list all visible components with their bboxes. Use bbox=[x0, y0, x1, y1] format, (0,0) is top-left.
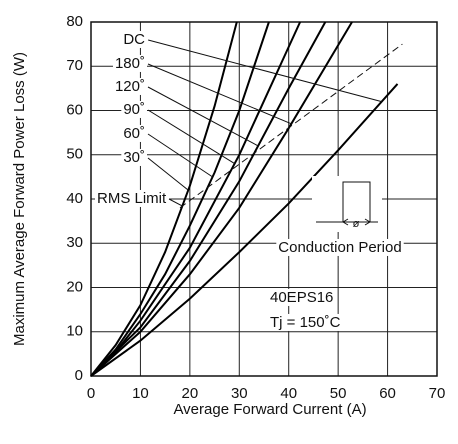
y-tick-label: 30 bbox=[66, 234, 83, 251]
x-tick-label: 60 bbox=[379, 385, 396, 402]
x-tick-label: 10 bbox=[132, 385, 149, 402]
series-label: 30˚ bbox=[123, 149, 145, 166]
leader-line bbox=[147, 63, 292, 125]
series-line bbox=[90, 21, 238, 377]
leader-line bbox=[147, 133, 213, 178]
series-label: 120˚ bbox=[115, 78, 145, 95]
period-arrow bbox=[342, 218, 371, 226]
y-tick-label: 50 bbox=[66, 146, 83, 163]
leader-line bbox=[168, 198, 183, 207]
period-symbol: ø bbox=[353, 218, 360, 230]
x-axis-label: Average Forward Current (A) bbox=[173, 401, 366, 418]
series-line bbox=[90, 21, 327, 377]
leader-line bbox=[148, 39, 382, 103]
y-tick-label: 60 bbox=[66, 101, 83, 118]
leader-line bbox=[147, 86, 259, 147]
x-tick-label: 50 bbox=[330, 385, 347, 402]
y-tick-label: 0 bbox=[75, 367, 83, 384]
waveform bbox=[316, 181, 378, 223]
y-tick-label: 10 bbox=[66, 323, 83, 340]
series-label: 90˚ bbox=[123, 101, 145, 118]
leader-line bbox=[147, 157, 189, 191]
label-background bbox=[121, 148, 147, 166]
label-background bbox=[121, 100, 147, 118]
label-background bbox=[112, 77, 147, 95]
plot-frame bbox=[90, 21, 438, 377]
series-line bbox=[90, 83, 399, 377]
series-label: DC bbox=[123, 31, 145, 48]
inset-label: Conduction Period bbox=[278, 239, 401, 256]
series-line bbox=[90, 21, 353, 377]
series-line bbox=[90, 21, 302, 377]
series-label: 180˚ bbox=[115, 55, 145, 72]
y-tick-label: 40 bbox=[66, 190, 83, 207]
series-line bbox=[90, 21, 270, 377]
y-tick-label: 20 bbox=[66, 278, 83, 295]
label-background bbox=[95, 189, 170, 207]
device-label: 40EPS16 bbox=[270, 289, 333, 306]
temperature-label: Tj = 150˚C bbox=[270, 314, 341, 331]
x-tick-label: 70 bbox=[429, 385, 446, 402]
label-background bbox=[268, 313, 343, 331]
inset-background bbox=[312, 176, 382, 232]
x-tick-label: 0 bbox=[87, 385, 95, 402]
rms-limit-label: RMS Limit bbox=[97, 190, 167, 207]
label-background bbox=[268, 288, 336, 306]
rms-limit-line bbox=[179, 43, 403, 209]
series-label: 60˚ bbox=[123, 125, 145, 142]
y-axis-label: Maximum Average Forward Power Loss (W) bbox=[11, 52, 28, 346]
y-tick-label: 80 bbox=[66, 13, 83, 30]
y-tick-label: 70 bbox=[66, 57, 83, 74]
label-background bbox=[121, 124, 147, 142]
label-background bbox=[112, 54, 147, 72]
x-tick-label: 40 bbox=[280, 385, 297, 402]
label-background bbox=[121, 30, 148, 48]
leader-line bbox=[147, 109, 235, 165]
x-tick-label: 30 bbox=[231, 385, 248, 402]
label-background bbox=[276, 238, 404, 256]
x-tick-label: 20 bbox=[182, 385, 199, 402]
